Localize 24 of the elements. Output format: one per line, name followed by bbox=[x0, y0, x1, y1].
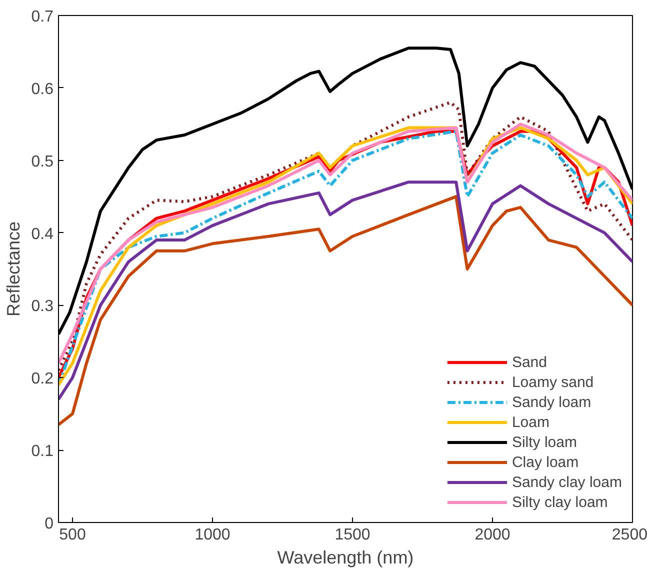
line-series bbox=[58, 195, 632, 426]
legend-label: Sand bbox=[512, 354, 547, 370]
x-tick-label: 1000 bbox=[194, 526, 230, 544]
y-axis-title: Reflectance bbox=[3, 221, 24, 317]
y-tick-label: 0.3 bbox=[31, 298, 54, 316]
x-tick-label: 500 bbox=[59, 526, 86, 544]
legend-label: Loam bbox=[512, 414, 550, 430]
y-tick-label: 0.6 bbox=[31, 80, 54, 98]
y-tick-label: 0 bbox=[44, 516, 54, 532]
x-tick-label: 1500 bbox=[334, 526, 370, 544]
y-tick-label: 0.7 bbox=[31, 8, 54, 26]
legend-label: Silty clay loam bbox=[512, 494, 608, 510]
legend-label: Loamy sand bbox=[512, 374, 594, 390]
legend-label: Sandy clay loam bbox=[512, 474, 622, 490]
y-tick-label: 0.1 bbox=[31, 443, 54, 460]
y-tick-label: 0.4 bbox=[31, 226, 54, 243]
x-tick-label: 2500 bbox=[612, 526, 647, 544]
legend-label: Clay loam bbox=[512, 454, 579, 470]
x-axis-title: Wavelength (nm) bbox=[277, 548, 414, 568]
x-tick-label: 2000 bbox=[474, 526, 510, 544]
legend-label: Silty loam bbox=[512, 434, 577, 450]
y-tick-label: 0.5 bbox=[31, 153, 54, 170]
y-tick-label: 0.2 bbox=[31, 370, 54, 388]
legend-label: Sandy loam bbox=[512, 394, 592, 410]
